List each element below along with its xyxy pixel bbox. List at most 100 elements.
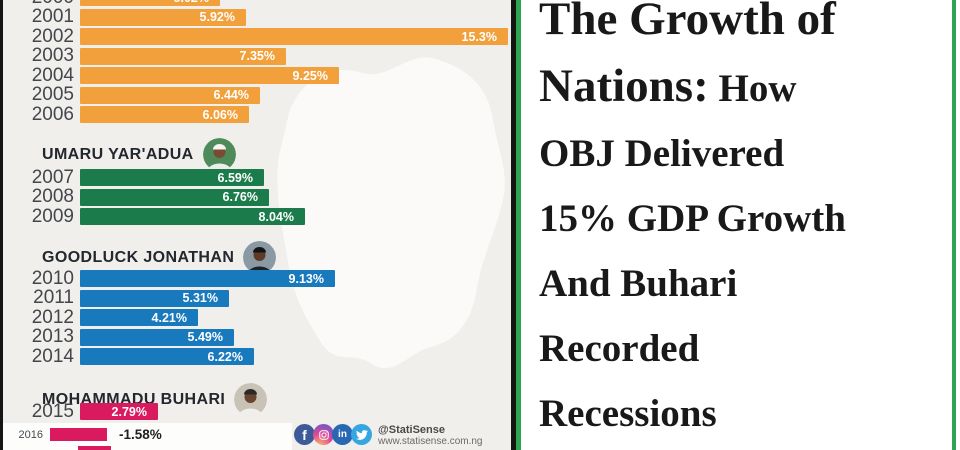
bar-value-2006: 6.06% [202, 107, 238, 122]
headline-panel: The Growth of Nations: How OBJ Delivered 15… [521, 0, 952, 450]
bar-value-2004: 9.25% [292, 68, 328, 83]
green-border-right [952, 0, 956, 450]
bar-2010: 9.13% [80, 270, 335, 287]
bar-row-2009: 2009 8.04% [0, 205, 511, 227]
bar-value-2005: 6.44% [213, 88, 249, 102]
footer-text: @StatiSense www.statisense.com.ng [378, 424, 483, 448]
bar-2014: 6.22% [80, 348, 254, 365]
bar-row-2000: 2000 5.02% [0, 0, 511, 9]
bar-value-2011: 5.31% [182, 291, 218, 305]
bar-2003: 7.35% [80, 47, 286, 65]
bar-row-2008: 2008 6.76% [0, 186, 511, 207]
statisense-website: www.statisense.com.ng [378, 436, 483, 447]
year-label-2010: 2010 [31, 267, 74, 289]
left-black-border [0, 0, 3, 450]
bar-value-2001: 5.92% [199, 10, 235, 24]
president-header: GOODLUCK JONATHAN [42, 241, 277, 274]
bar-value-2013: 5.49% [187, 330, 223, 344]
headline-line: Recessions [539, 385, 846, 450]
year-label-2005: 2005 [31, 84, 74, 105]
year-label-2016: 2016 [18, 429, 43, 441]
bar-row-2002: 2002 15.3% [0, 25, 511, 47]
headline-text: Recorded [539, 327, 700, 370]
president-name: GOODLUCK JONATHAN [42, 248, 235, 266]
bar-2012: 4.21% [80, 309, 198, 326]
headline-text: OBJ Delivered [539, 132, 785, 175]
bar-value-2014: 6.22% [207, 349, 243, 364]
year-label-2009: 2009 [31, 205, 74, 227]
bar-row-2006: 2006 6.06% [0, 103, 511, 125]
president-name: UMARU YAR'ADUA [42, 145, 194, 163]
year-label-2000: 2000 [0, 0, 74, 9]
president-header: UMARU YAR'ADUA [42, 138, 236, 171]
year-label-2013: 2013 [31, 326, 74, 347]
year-label-2007: 2007 [31, 166, 74, 188]
bar-2016 [50, 428, 107, 441]
headline-line: And Buhari [539, 255, 846, 320]
bar-row-2014: 2014 6.22% [0, 346, 511, 367]
bar-value-2010: 9.13% [288, 271, 324, 286]
bar-2000: 5.02% [80, 0, 220, 6]
bar-2007: 6.59% [80, 169, 264, 186]
bar-rows: 2010 9.13% 2011 5.31% 2012 4.21% 2013 5.49% 2014… [0, 267, 511, 368]
bar-2013: 5.49% [80, 328, 234, 346]
statisense-handle: @StatiSense [378, 424, 445, 436]
mohammadu-buhari-photo [234, 383, 268, 416]
bar-row-2003: 2003 7.35% [0, 45, 511, 66]
instagram-icon [313, 424, 334, 445]
headline-text: Nations: [539, 60, 709, 112]
year-label-2003: 2003 [31, 45, 74, 66]
year-label-2012: 2012 [31, 306, 74, 328]
headline-line: Nations: How [539, 58, 846, 125]
headline-line: 15% GDP Growth [539, 190, 846, 255]
headline-text: 15% GDP Growth [539, 197, 846, 240]
bar-2005: 6.44% [80, 86, 260, 104]
green-border-left [516, 0, 521, 450]
bar-value-2012: 4.21% [151, 310, 187, 325]
bar-row-2005: 2005 6.44% [0, 84, 511, 105]
year-label-2006: 2006 [31, 103, 74, 125]
bar-2001: 5.92% [80, 8, 246, 26]
headline-line: The Growth of [539, 0, 846, 58]
bar-row-2007: 2007 6.59% [0, 166, 511, 188]
headline-line: Recorded [539, 320, 846, 385]
headline-text: How [708, 67, 797, 110]
panel-divider [511, 0, 516, 450]
headline-text: Recessions [539, 392, 717, 435]
bar-row-2012: 2012 4.21% [0, 306, 511, 328]
bar-clipped [78, 446, 111, 450]
bar-2011: 5.31% [80, 289, 229, 307]
bar-2008: 6.76% [80, 188, 269, 206]
bar-value-2000: 5.02% [174, 0, 209, 5]
bar-value-2002: 15.3% [461, 29, 497, 44]
bar-value-2016: -1.58% [119, 427, 162, 442]
bar-value-2003: 7.35% [239, 49, 275, 63]
bottom-white-strip [0, 423, 292, 450]
bar-value-2007: 6.59% [217, 170, 253, 185]
bar-rows: 2007 6.59% 2008 6.76% 2009 8.04% [0, 166, 511, 228]
statisense-footer: f in @StatiSense www.statisense.com.ng [294, 424, 483, 448]
bar-row-2010: 2010 9.13% [0, 267, 511, 289]
bar-row-2013: 2013 5.49% [0, 326, 511, 347]
headline-title: The Growth of Nations: How OBJ Delivered 15… [539, 0, 846, 450]
year-label-2008: 2008 [31, 186, 74, 207]
bar-value-2015: 2.79% [111, 404, 147, 419]
bar-rows: 2015 2.79% [0, 400, 511, 423]
linkedin-icon: in [332, 424, 353, 445]
bar-value-2009: 8.04% [258, 209, 294, 224]
year-label-2015: 2015 [31, 400, 74, 422]
year-label-2011: 2011 [33, 287, 74, 308]
bar-row-2001: 2001 5.92% [0, 6, 511, 27]
bar-value-2008: 6.76% [222, 190, 258, 204]
bar-row-2011: 2011 5.31% [0, 287, 511, 308]
bar-2015: 2.79% [80, 403, 158, 420]
twitter-icon [351, 424, 372, 445]
year-label-2002: 2002 [31, 25, 74, 47]
bar-2002: 15.3% [80, 28, 508, 45]
facebook-icon: f [294, 424, 315, 445]
bar-2006: 6.06% [80, 106, 249, 123]
bar-row-2004: 2004 9.25% [0, 65, 511, 86]
bar-row-2015: 2015 2.79% [0, 400, 511, 422]
